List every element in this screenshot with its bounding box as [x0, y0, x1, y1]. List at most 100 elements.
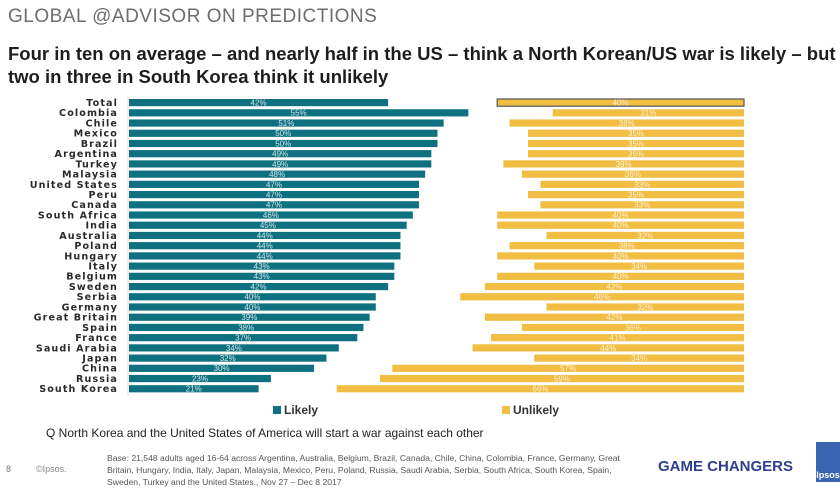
likely-data-label: 44%: [257, 252, 273, 261]
category-label: Saudi Arabia: [36, 343, 118, 354]
likely-data-label: 49%: [272, 150, 288, 159]
unlikely-data-label: 35%: [628, 190, 644, 199]
category-label: Canada: [71, 200, 118, 211]
likely-data-label: 42%: [251, 282, 267, 291]
category-label: Italy: [88, 262, 118, 273]
likely-data-label: 30%: [214, 364, 230, 373]
category-label: China: [82, 364, 118, 375]
unlikely-bar: [528, 190, 744, 199]
likely-data-label: 32%: [220, 354, 236, 363]
category-label: Chile: [86, 118, 118, 129]
unlikely-data-label: 59%: [554, 374, 570, 383]
category-label: Mexico: [74, 129, 118, 140]
unlikely-data-label: 39%: [616, 160, 632, 169]
unlikely-bar: [534, 262, 744, 270]
likely-bar: [129, 354, 327, 362]
unlikely-data-label: 38%: [619, 119, 635, 128]
likely-bar: [129, 170, 426, 178]
category-label: Turkey: [75, 159, 118, 170]
category-label: Sweden: [69, 282, 118, 293]
category-label: Spain: [82, 323, 118, 334]
likely-data-label: 38%: [238, 323, 254, 332]
unlikely-bar: [484, 313, 744, 321]
likely-bar: [129, 374, 271, 383]
logo-text: Ipsos: [816, 470, 840, 480]
unlikely-data-label: 33%: [634, 180, 650, 189]
unlikely-bar: [540, 201, 744, 209]
likely-bar: [129, 262, 395, 270]
category-label: South Africa: [38, 210, 118, 221]
likely-data-label: 49%: [272, 160, 288, 169]
unlikely-bar: [497, 272, 744, 280]
legend-swatch-likely: [273, 406, 281, 414]
likely-data-label: 47%: [266, 180, 282, 189]
likely-data-label: 40%: [244, 303, 260, 312]
category-label: Serbia: [77, 292, 118, 303]
likely-data-label: 42%: [251, 99, 267, 108]
category-label: Australia: [59, 231, 118, 242]
unlikely-data-label: 66%: [532, 385, 548, 394]
category-label: India: [85, 221, 118, 232]
legend-label-likely: Likely: [284, 403, 319, 417]
category-label: Russia: [76, 374, 118, 385]
unlikely-bar: [528, 129, 744, 137]
category-label: France: [75, 333, 118, 344]
unlikely-data-label: 33%: [634, 201, 650, 210]
category-label: Malaysia: [62, 170, 118, 181]
category-label: Total: [86, 98, 118, 109]
likely-data-label: 43%: [254, 262, 270, 271]
unlikely-bar: [497, 252, 744, 260]
unlikely-data-label: 36%: [625, 170, 641, 179]
likely-data-label: 37%: [235, 334, 251, 343]
kicker: GLOBAL @ADVISOR ON PREDICTIONS: [8, 6, 378, 27]
unlikely-data-label: 57%: [560, 364, 576, 373]
likely-data-label: 50%: [275, 139, 291, 148]
likely-bar: [129, 109, 469, 117]
likely-bar: [129, 323, 364, 332]
ipsos-logo: Ipsos: [816, 442, 840, 482]
category-label: Poland: [74, 241, 118, 252]
unlikely-data-label: 40%: [613, 272, 629, 281]
likely-bar: [129, 211, 413, 219]
bar-chart: Total 42% 40%Colombia 55% 31%Chile 51% 38%Mexi…: [30, 97, 745, 396]
likely-data-label: 47%: [266, 190, 282, 199]
unlikely-data-label: 40%: [613, 252, 629, 261]
category-label: South Korea: [39, 384, 118, 395]
unlikely-bar: [336, 385, 744, 393]
survey-question: Q North Korea and the United States of A…: [46, 426, 484, 440]
likely-bar: [129, 313, 370, 321]
likely-data-label: 39%: [241, 313, 257, 322]
likely-data-label: 45%: [260, 221, 276, 230]
likely-data-label: 44%: [257, 242, 273, 251]
unlikely-bar: [521, 170, 744, 178]
likely-data-label: 50%: [275, 129, 291, 138]
category-label: Belgium: [66, 272, 118, 283]
likely-data-label: 23%: [192, 374, 208, 383]
unlikely-bar: [503, 160, 744, 168]
likely-data-label: 21%: [186, 385, 202, 394]
likely-bar: [129, 242, 401, 250]
category-label: Japan: [81, 354, 118, 365]
unlikely-bar: [521, 323, 744, 332]
likely-bar: [129, 303, 376, 311]
legend-unlikely: Unlikely: [502, 403, 559, 417]
likely-bar: [129, 180, 419, 188]
likely-bar: [129, 221, 407, 229]
unlikely-data-label: 35%: [628, 150, 644, 159]
likely-bar: [129, 334, 358, 342]
likely-data-label: 55%: [291, 109, 307, 118]
category-label: Colombia: [59, 108, 118, 119]
unlikely-data-label: 40%: [613, 211, 629, 220]
unlikely-data-label: 46%: [594, 293, 610, 302]
likely-bar: [129, 252, 401, 260]
unlikely-data-label: 42%: [606, 313, 622, 322]
likely-data-label: 47%: [266, 201, 282, 210]
likely-bar: [129, 293, 376, 301]
likely-bar: [129, 119, 444, 127]
likely-bar: [129, 99, 389, 107]
brand-tagline: GAME CHANGERS: [658, 458, 794, 475]
unlikely-bar: [546, 231, 744, 240]
unlikely-bar: [528, 139, 744, 148]
likely-bar: [129, 139, 438, 148]
likely-bar: [129, 150, 432, 158]
